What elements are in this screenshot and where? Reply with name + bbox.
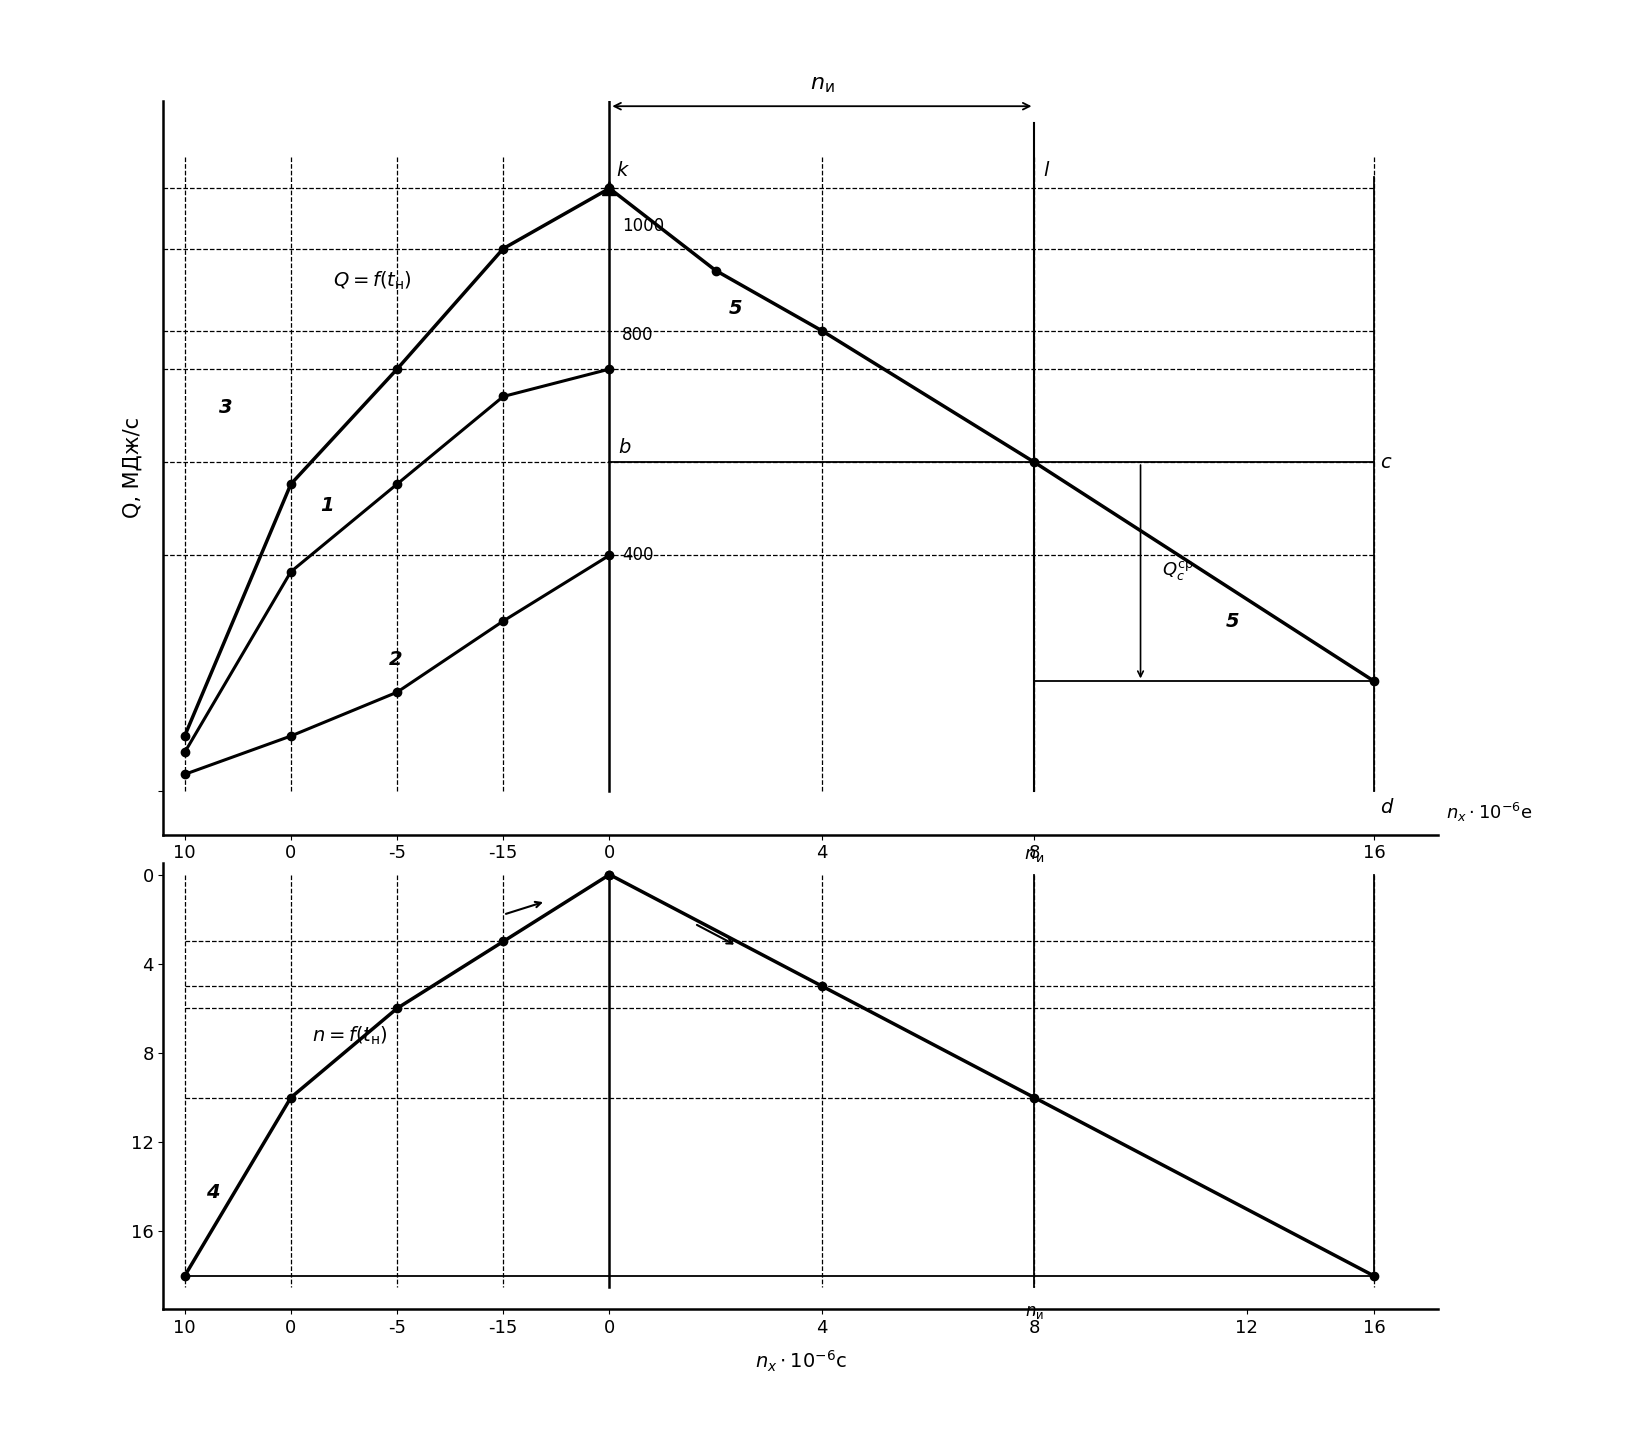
- Text: $Q_c^{\text{ср}}$: $Q_c^{\text{ср}}$: [1162, 560, 1193, 583]
- Text: l: l: [1042, 161, 1047, 180]
- Text: $n_{\text{и}}$: $n_{\text{и}}$: [809, 75, 835, 95]
- Text: 5: 5: [729, 299, 742, 318]
- Text: 2: 2: [389, 650, 402, 669]
- Text: 1000: 1000: [623, 217, 665, 235]
- Text: 4: 4: [206, 1183, 219, 1202]
- Text: 1: 1: [320, 496, 335, 515]
- Text: 400: 400: [623, 545, 654, 564]
- Text: $n = f(t_{\text{н}})$: $n = f(t_{\text{н}})$: [312, 1025, 387, 1048]
- Text: k: k: [616, 161, 627, 180]
- Text: $n_x \cdot 10^{-6}$е: $n_x \cdot 10^{-6}$е: [1446, 802, 1533, 825]
- Text: 800: 800: [623, 327, 654, 344]
- Text: $n_{\text{и}}$: $n_{\text{и}}$: [1025, 1302, 1044, 1321]
- Text: c: c: [1381, 453, 1391, 472]
- Text: d: d: [1381, 797, 1392, 817]
- Text: $Q = f(t_{\text{н}})$: $Q = f(t_{\text{н}})$: [333, 271, 412, 292]
- Text: 5: 5: [1226, 612, 1239, 630]
- Text: b: b: [618, 437, 631, 456]
- Text: 3: 3: [219, 399, 232, 417]
- Y-axis label: Q, МДж/с: Q, МДж/с: [123, 417, 142, 518]
- Text: $n_{\text{и}}$: $n_{\text{и}}$: [1025, 846, 1044, 863]
- X-axis label: $n_x \cdot 10^{-6}$с: $n_x \cdot 10^{-6}$с: [755, 1348, 846, 1373]
